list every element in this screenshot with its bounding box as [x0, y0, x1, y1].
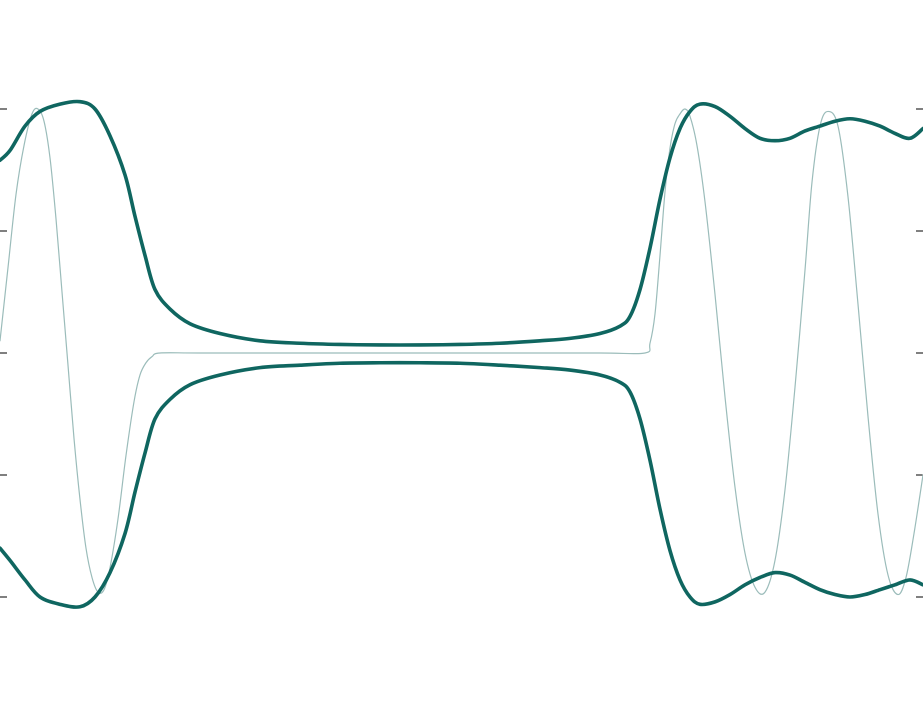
y-axis-ticks-right	[916, 108, 923, 598]
series-line-signal	[0, 107, 923, 596]
series-line-envelope-upper	[0, 99, 923, 347]
y-axis-ticks-left	[0, 108, 7, 598]
series-line-envelope-lower	[0, 360, 923, 609]
series-layer	[0, 99, 923, 609]
